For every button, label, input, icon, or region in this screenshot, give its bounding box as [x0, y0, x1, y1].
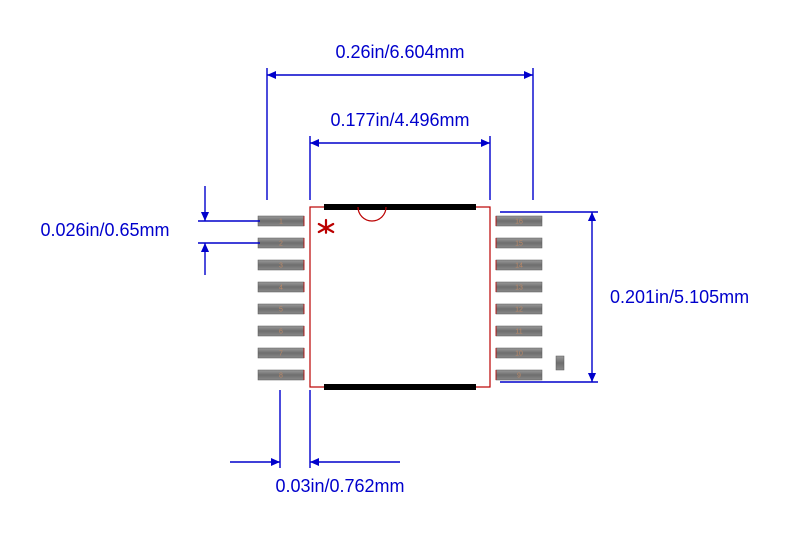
dim-pin-pitch: 0.026in/0.65mm — [40, 220, 169, 240]
pad-label-1: 1 — [279, 219, 283, 226]
pad-label-4: 4 — [279, 285, 283, 292]
dim-gap: 0.03in/0.762mm — [275, 476, 404, 496]
pad-label-13: 13 — [515, 285, 523, 292]
pad-label-8: 8 — [279, 373, 283, 380]
pad-label-6: 6 — [279, 329, 283, 336]
pad-label-9: 9 — [517, 373, 521, 380]
pad-label-12: 12 — [515, 307, 523, 314]
pad-label-3: 3 — [279, 263, 283, 270]
footprint-diagram: 1 16 2 15 3 14 4 13 5 12 6 11 7 10 8 9 0.26in/6.604mm 0.1… — [0, 0, 800, 547]
dim-height: 0.201in/5.105mm — [610, 287, 749, 307]
pad-label-5: 5 — [279, 307, 283, 314]
fiducial-pad — [556, 356, 564, 370]
pad-label-7: 7 — [279, 351, 283, 358]
pad-label-14: 14 — [515, 263, 523, 270]
ic-body-outline — [310, 207, 490, 387]
dim-overall-width: 0.26in/6.604mm — [335, 42, 464, 62]
pad-label-11: 11 — [515, 329, 522, 336]
pad-label-2: 2 — [279, 241, 283, 248]
pad-label-16: 16 — [515, 219, 523, 226]
dim-inner-width: 0.177in/4.496mm — [330, 110, 469, 130]
pad-label-15: 15 — [515, 241, 523, 248]
pad-label-10: 10 — [515, 351, 523, 358]
